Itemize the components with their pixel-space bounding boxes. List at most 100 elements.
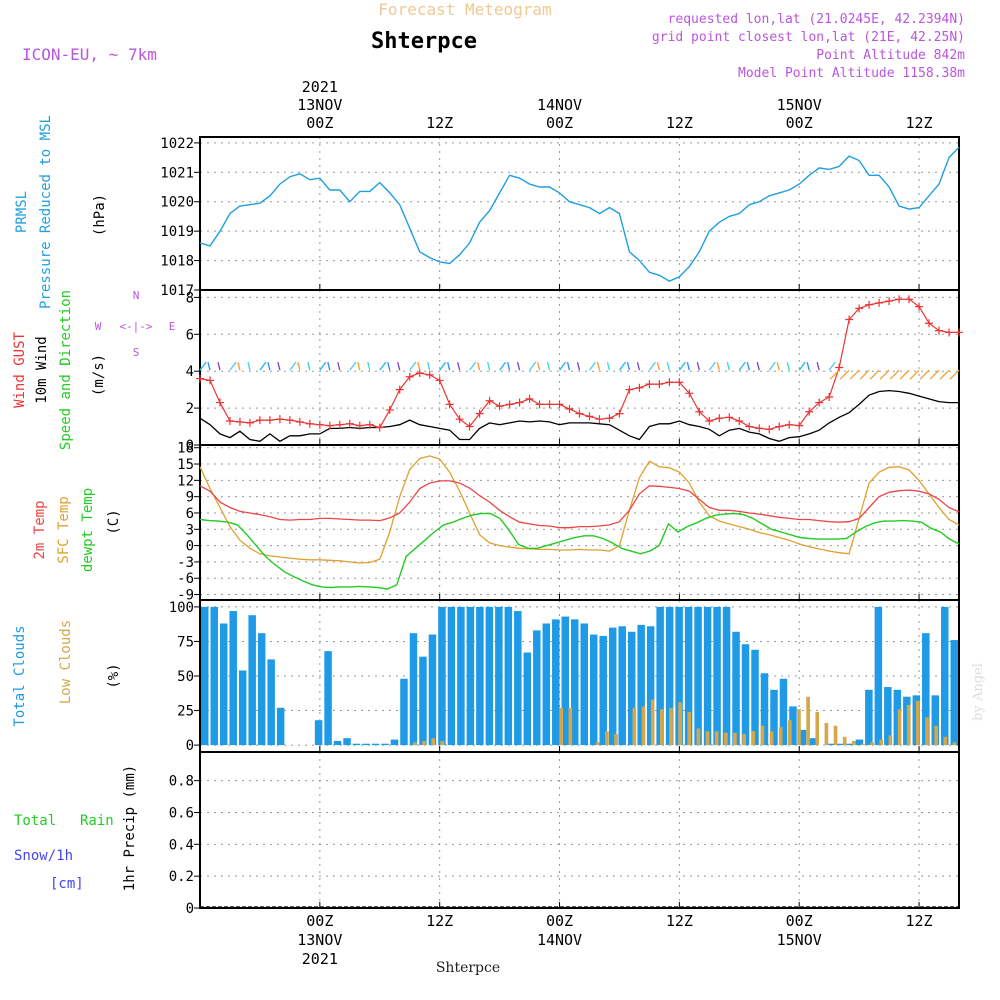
wind-arrow (716, 362, 720, 371)
total-cloud-bar (732, 631, 740, 746)
y-tick-label: 1021 (160, 165, 194, 181)
wind-arrow (516, 362, 521, 371)
top-hour-label: 12Z (666, 114, 693, 132)
gust-marker (275, 415, 284, 424)
y-tick-label: -3 (177, 555, 194, 571)
total-cloud-bar (855, 739, 864, 746)
gust-marker (845, 315, 854, 324)
gust-marker (695, 407, 704, 416)
y-tick-label: 100 (169, 600, 194, 616)
total-cloud-bar (447, 606, 456, 746)
wind-arrow (746, 362, 750, 371)
top-date-label: 15NOV (777, 96, 822, 114)
gust-marker (345, 419, 354, 428)
gust-marker (765, 425, 774, 434)
low-cloud-bar (888, 735, 893, 746)
wind-arrow (618, 361, 626, 371)
wind-label: 10m Wind (34, 336, 50, 403)
rain-label: Rain (80, 813, 114, 829)
total-cloud-bar (846, 743, 854, 746)
y-tick-label: 75 (177, 634, 194, 650)
wind-arrow (786, 362, 790, 371)
wind-arrow (319, 361, 327, 371)
gust-marker (335, 420, 344, 429)
wind-speed-line (199, 389, 959, 443)
total-cloud-bar (257, 633, 266, 746)
total-cloud-bar (684, 606, 693, 746)
total-cloud-bar (390, 739, 399, 746)
low-cloud-bar (413, 742, 417, 746)
gust-marker (315, 420, 324, 429)
y-tick-label: 1018 (160, 254, 194, 270)
gust-marker (645, 380, 654, 389)
wind-arrow (289, 361, 297, 371)
total-cloud-bar (533, 630, 541, 746)
wind-arrow (869, 369, 880, 380)
low-cloud-bar (705, 731, 710, 746)
total-cloud-bar (381, 743, 389, 746)
wind-arrow (596, 362, 601, 371)
low-cloud-bar (614, 734, 618, 746)
wind-arrow (576, 362, 581, 371)
total-cloud-bar (324, 651, 332, 746)
wind-arrow (776, 362, 780, 371)
total-cloud-bar (608, 627, 617, 746)
total-cloud-bar (713, 606, 721, 746)
total-cloud-bar (495, 606, 503, 746)
y-tick-label: 18 (177, 441, 194, 457)
bottom-hour-label: 12Z (906, 912, 933, 930)
low-cloud-bar (696, 728, 701, 746)
low-cloud-bar (906, 705, 911, 746)
wind-arrow (816, 362, 820, 371)
total-cloud-bar (276, 707, 285, 746)
low-cloud-bar (595, 742, 600, 746)
wind-arrow (949, 369, 960, 380)
low-cloud-bar (440, 740, 445, 746)
top-year-label: 2021 (302, 78, 338, 96)
y-tick-label: 50 (177, 669, 194, 685)
wind-arrow (828, 361, 836, 371)
footer-location: Shterpce (436, 960, 500, 976)
model-label: ICON-EU, ~ 7km (22, 45, 157, 64)
wind-arrow (536, 362, 541, 371)
gust-marker (295, 417, 304, 426)
total-cloud-bar (371, 743, 380, 746)
gust-marker (325, 421, 334, 430)
wind-arrow (889, 369, 900, 380)
low-cloud-bar (659, 709, 664, 746)
total-cloud-bar (893, 689, 902, 746)
low-cloud-bar (733, 732, 737, 746)
gust-marker (505, 400, 514, 409)
gust-marker (535, 400, 544, 409)
total-cloud-bar (561, 616, 570, 746)
gust-marker (735, 417, 744, 426)
gust-marker (805, 407, 814, 416)
top-date-label: 13NOV (297, 96, 342, 114)
wind-arrow (379, 361, 387, 371)
total-cloud-bar (941, 606, 949, 746)
low-cloud-bar (787, 720, 792, 746)
sfc-temp-line (199, 455, 960, 564)
total-cloud-bar (694, 606, 702, 746)
wind-arrow (357, 362, 361, 371)
total-cloud-bar (201, 606, 209, 746)
wind-arrow (207, 362, 211, 371)
total-cloud-bar (485, 606, 494, 746)
wind-arrow (849, 369, 860, 380)
total-cloud-bar (514, 611, 522, 746)
supertitle: Forecast Meteogram (378, 0, 551, 19)
compass-east: E (169, 320, 176, 333)
wind-arrow (859, 369, 870, 380)
y-tick-label: -9 (177, 588, 194, 604)
gust-marker (475, 409, 484, 418)
y-tick-label: 0.8 (169, 774, 194, 790)
gust-marker (375, 423, 384, 432)
gust-marker (205, 376, 214, 385)
total-cloud-bar (798, 729, 807, 746)
gust-marker (705, 417, 714, 426)
gust-marker (255, 416, 264, 425)
compass-north: N (133, 289, 140, 302)
total-cloud-bar (618, 626, 626, 746)
wind-arrow (566, 362, 571, 371)
